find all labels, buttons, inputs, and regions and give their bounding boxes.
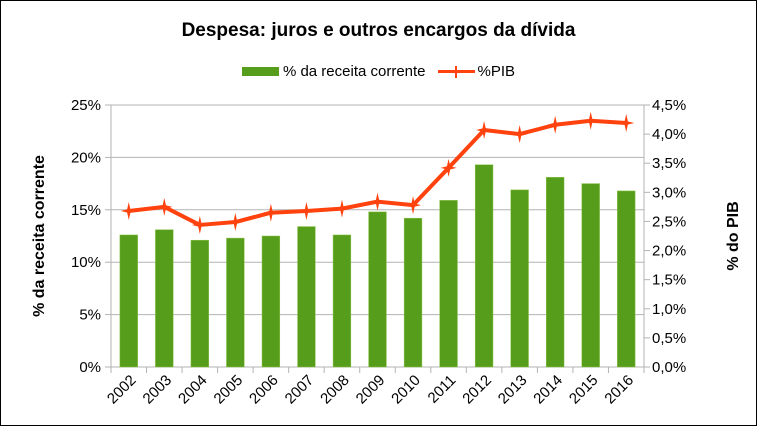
legend-bar-swatch [241,67,279,76]
bar-2010 [403,217,423,368]
point-pib-h-2016 [618,121,635,126]
point-pib-h-2010 [405,203,422,208]
point-pib-h-2005 [227,220,244,225]
y-tick-label: 0% [79,359,101,376]
legend-label-pib: %PIB [477,63,516,80]
x-tick-label: 2008 [317,372,353,408]
y-tick-label: 10% [71,254,101,271]
x-tick-label: 2011 [425,372,460,407]
legend-item-receita: % da receita corrente [241,63,426,80]
y-axis-title: % da receita corrente [31,155,48,317]
point-pib-h-2003 [156,204,173,209]
y-tick-label: 15% [71,202,101,219]
y-tick-label: 5% [79,307,101,324]
y2-tick-label: 3,5% [652,155,686,172]
x-tick-label: 2016 [601,372,637,408]
y2-tick-label: 2,5% [652,213,686,230]
x-tick-label: 2004 [175,372,211,408]
bar-2002 [119,234,138,368]
bar-2003 [155,229,174,368]
bar-2014 [546,177,565,368]
point-pib-h-2008 [333,206,350,211]
x-tick-label: 2009 [353,372,389,408]
y2-tick-label: 0,0% [652,359,686,376]
legend-item-pib: %PIB [437,63,516,80]
point-pib-h-2012 [476,128,493,133]
point-pib-h-2006 [262,210,279,215]
x-tick-label: 2005 [211,372,247,408]
bar-2008 [332,234,352,368]
bar-2013 [510,189,529,368]
chart-title: Despesa: juros e outros encargos da dívi… [181,20,576,41]
point-pib-h-2004 [191,222,208,227]
x-tick-label: 2006 [246,372,282,408]
legend-label-receita: % da receita corrente [282,63,426,80]
y2-tick-label: 0,5% [652,330,686,347]
y2-tick-label: 4,5% [652,97,686,114]
bar-2011 [439,200,458,368]
point-pib-h-2009 [369,199,386,204]
point-pib-h-2002 [120,208,137,213]
bar-2004 [190,239,209,368]
point-pib-h-2011 [440,165,457,170]
x-tick-label: 2007 [282,372,318,408]
x-tick-label: 2014 [530,372,566,408]
y2-tick-label: 4,0% [652,126,686,143]
point-pib-h-2007 [298,208,315,213]
y2-tick-label: 1,5% [652,272,686,289]
y2-tick-label: 2,0% [652,243,686,260]
legend-line-swatch [437,65,475,78]
bar-2005 [226,237,245,368]
bar-2007 [297,226,316,368]
point-pib-h-2015 [582,118,599,123]
bar-2015 [581,183,600,368]
x-tick-label: 2002 [104,372,140,408]
y2-axis-title: % do PIB [725,201,742,270]
legend: % da receita corrente %PIB [1,63,756,80]
x-tick-label: 2010 [388,372,424,408]
y2-tick-label: 1,0% [652,301,686,318]
y-tick-label: 25% [71,97,101,114]
x-tick-label: 2012 [459,372,495,408]
bar-2006 [261,235,281,368]
x-tick-label: 2013 [495,372,531,408]
point-pib-h-2014 [547,122,564,127]
x-tick-label: 2015 [566,372,602,408]
point-pib-h-2013 [511,132,528,137]
bar-2012 [474,164,494,368]
bar-2009 [368,211,387,368]
y2-tick-label: 3,0% [652,184,686,201]
y-tick-label: 20% [71,149,101,166]
bar-2016 [617,190,636,368]
x-tick-label: 2003 [140,372,176,408]
